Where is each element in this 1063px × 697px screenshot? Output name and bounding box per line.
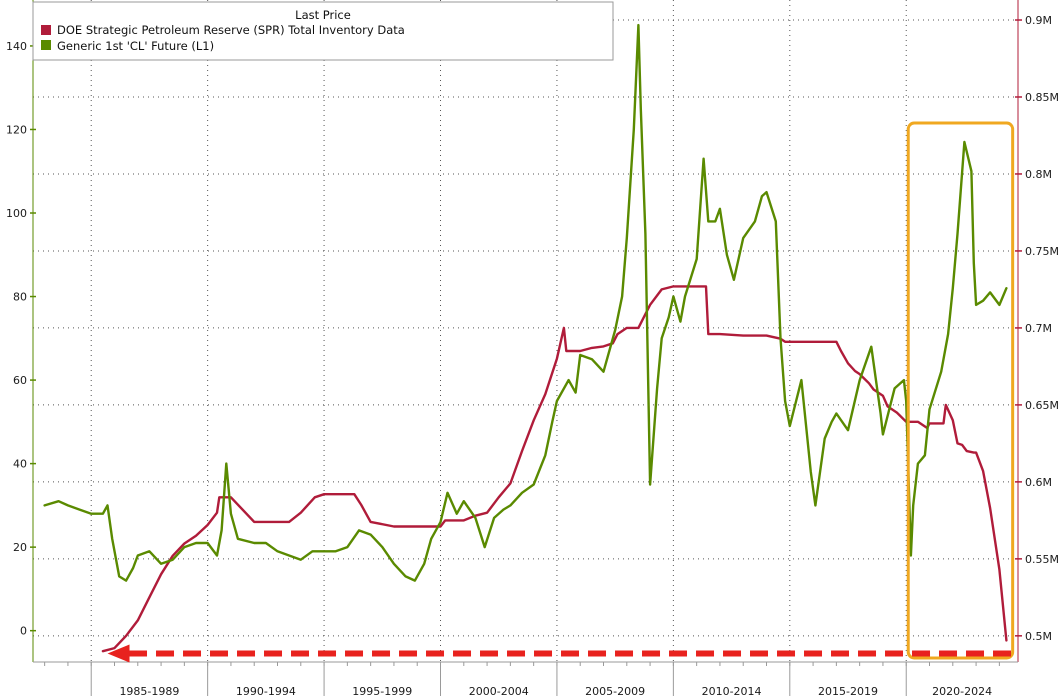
left-tick-label: 120 (6, 123, 27, 136)
right-tick-label: 0.6M (1025, 476, 1052, 489)
right-tick-label: 0.55M (1025, 553, 1059, 566)
legend-label-cl-future: Generic 1st 'CL' Future (L1) (57, 39, 214, 53)
legend-label-spr: DOE Strategic Petroleum Reserve (SPR) To… (57, 23, 405, 37)
x-period-label: 2005-2009 (585, 685, 645, 697)
left-tick-label: 100 (6, 207, 27, 220)
left-tick-label: 140 (6, 40, 27, 53)
left-tick-label: 80 (13, 291, 27, 304)
left-tick-label: 40 (13, 458, 27, 471)
x-period-label: 2010-2014 (702, 685, 762, 697)
series-line-cl-future (43, 23, 1008, 582)
legend-swatch-spr (41, 25, 51, 35)
right-tick-label: 0.8M (1025, 168, 1052, 181)
right-tick-label: 0.9M (1025, 14, 1052, 27)
axes (32, 0, 1019, 663)
left-tick-label: 0 (20, 625, 27, 638)
left-tick-label: 20 (13, 541, 27, 554)
legend-title: Last Price (295, 8, 351, 22)
x-period-label: 2015-2019 (818, 685, 878, 697)
legend-swatch-cl-future (41, 40, 51, 50)
dashed-arrow-head (107, 644, 130, 663)
x-period-label: 2020-2024 (932, 685, 992, 697)
left-axis-ticks: 0 20 40 60 80 100 120 140 (6, 40, 36, 638)
x-period-label: 1995-1999 (352, 685, 412, 697)
x-period-label: 1990-1994 (236, 685, 296, 697)
x-period-label: 1985-1989 (119, 685, 179, 697)
legend-box (32, 1, 614, 61)
legend: Last Price DOE Strategic Petroleum Reser… (32, 1, 614, 61)
left-tick-label: 60 (13, 374, 27, 387)
x-period-label: 2000-2004 (469, 685, 529, 697)
right-tick-label: 0.85M (1025, 91, 1059, 104)
right-tick-label: 0.7M (1025, 322, 1052, 335)
right-tick-label: 0.5M (1025, 630, 1052, 643)
highlight-box (906, 121, 1015, 660)
annotation-layer (107, 121, 1015, 663)
right-axis-ticks: 0.5M 0.55M 0.6M 0.65M 0.7M 0.75M 0.8M 0.85M 0.9M (1015, 14, 1059, 643)
x-axis-ticks: 1985-1989 1990-1994 1995-1999 2000-2004 2005… (44, 662, 1000, 697)
right-tick-label: 0.65M (1025, 399, 1059, 412)
right-tick-label: 0.75M (1025, 245, 1059, 258)
series-layer (43, 23, 1008, 653)
